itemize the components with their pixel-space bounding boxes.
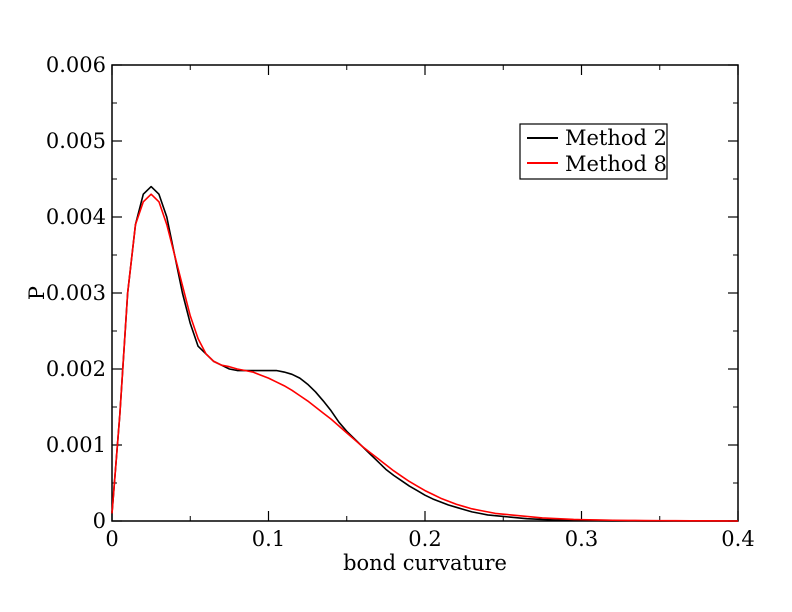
y-tick-label: 0.005 (46, 129, 106, 153)
series-line-method-8 (111, 193, 739, 522)
legend: Method 2 Method 8 (519, 123, 668, 180)
y-axis-label: P (25, 286, 49, 300)
x-tick-label: 0.4 (721, 527, 754, 551)
legend-label-method-2: Method 2 (565, 126, 667, 150)
x-tick-label: 0.3 (565, 527, 598, 551)
y-tick-label: 0.002 (46, 357, 106, 381)
series-line-method-2 (111, 185, 738, 522)
legend-box (519, 123, 668, 180)
legend-label-method-8: Method 8 (565, 152, 667, 176)
x-tick-label: 0.2 (408, 527, 441, 551)
x-tick-label: 0.1 (252, 527, 285, 551)
y-tick-label: 0.003 (46, 281, 106, 305)
x-axis-label: bond curvature (343, 551, 507, 575)
x-tick-labels: 0 0.1 0.2 0.3 0.4 (105, 527, 754, 551)
y-tick-labels: 0 0.001 0.002 0.003 0.004 0.005 0.006 (46, 53, 106, 533)
y-tick-label: 0.001 (46, 433, 106, 457)
x-tick-label: 0 (105, 527, 118, 551)
y-tick-label: 0.004 (46, 205, 106, 229)
series-lines (111, 185, 739, 522)
y-tick-label: 0 (93, 509, 106, 533)
y-tick-label: 0.006 (46, 53, 106, 77)
